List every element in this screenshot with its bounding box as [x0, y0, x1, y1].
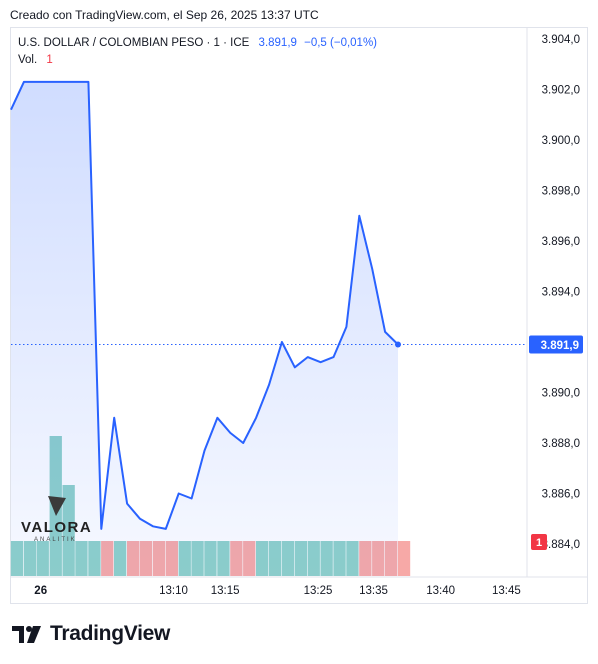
y-tick-label: 3.884,0 — [542, 539, 580, 551]
created-note: Creado con TradingView.com, el Sep 26, 2… — [10, 8, 319, 22]
price-area-fill — [11, 81, 398, 577]
y-tick-label: 3.890,0 — [542, 388, 580, 400]
x-tick-label: 13:10 — [159, 585, 188, 597]
y-tick-label: 3.894,0 — [542, 287, 580, 299]
valora-watermark: VALORA ANALITIK — [21, 496, 92, 543]
watermark-sub: ANALITIK — [34, 537, 77, 543]
y-tick-label: 3.896,0 — [542, 236, 580, 248]
chart-frame — [10, 27, 588, 604]
x-tick-label: 26 — [34, 585, 47, 597]
chart-legend: U.S. DOLLAR / COLOMBIAN PESO · 1 · ICE 3… — [18, 35, 377, 69]
last-price: 3.891,9 — [258, 37, 297, 49]
volume-bar — [397, 541, 411, 576]
x-tick-label: 13:25 — [304, 585, 333, 597]
tradingview-logo[interactable]: TradingView — [12, 622, 170, 646]
y-tick-label: 3.904,0 — [542, 34, 580, 46]
volume-badge — [531, 534, 547, 550]
last-price-badge — [529, 335, 583, 354]
symbol-title[interactable]: U.S. DOLLAR / COLOMBIAN PESO · 1 · ICE — [18, 37, 250, 49]
watermark-name: VALORA — [21, 519, 92, 536]
x-tick-label: 13:45 — [492, 585, 521, 597]
volume-label[interactable]: Vol. — [18, 54, 38, 66]
y-tick-label: 3.898,0 — [542, 186, 580, 198]
y-tick-label: 3.900,0 — [542, 135, 580, 147]
price-change: −0,5 (−0,01%) — [304, 37, 378, 49]
legend-symbol-row: U.S. DOLLAR / COLOMBIAN PESO · 1 · ICE 3… — [18, 35, 377, 52]
last-price-dot — [395, 341, 401, 348]
watermark-arrow-icon — [48, 496, 66, 516]
legend-volume-row: Vol. 1 — [18, 52, 377, 69]
last-price-badge-label: 3.891,9 — [541, 340, 579, 352]
price-line[interactable] — [10, 80, 399, 530]
x-tick-label: 13:35 — [359, 585, 388, 597]
y-tick-label: 3.886,0 — [542, 489, 580, 501]
volume-value: 1 — [46, 54, 53, 66]
x-tick-label: 13:40 — [426, 585, 455, 597]
price-chart[interactable]: VALORA ANALITIK 3.904,0 3.902,0 3.900,0 3.8… — [0, 0, 598, 620]
y-tick-label: 3.888,0 — [542, 438, 580, 450]
volume-badge-label: 1 — [536, 537, 542, 549]
tradingview-brand: TradingView — [50, 622, 171, 645]
x-tick-label: 13:15 — [211, 585, 240, 597]
tradingview-logo-icon — [12, 626, 41, 643]
y-tick-label: 3.902,0 — [542, 85, 580, 97]
